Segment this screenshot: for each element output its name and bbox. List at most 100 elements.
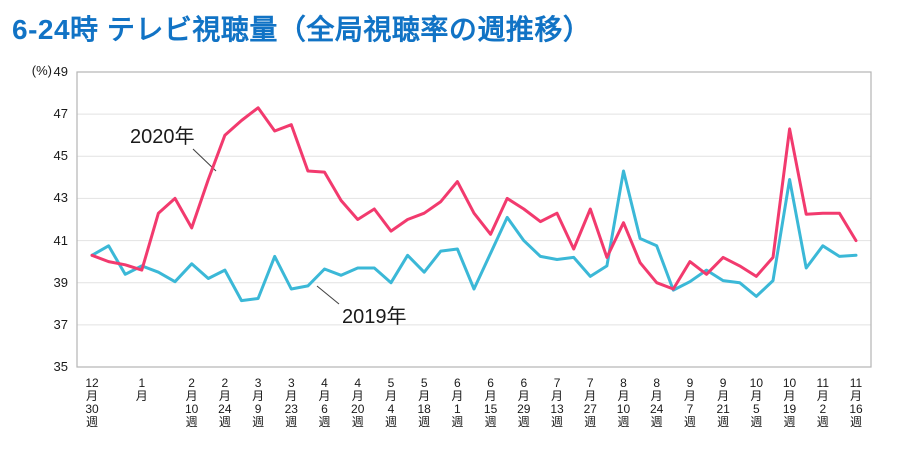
x-tick-label: 6 月 15 週: [476, 377, 506, 429]
x-tick-label-segment: 月: [617, 389, 630, 403]
x-tick-label-segment: 13: [550, 402, 564, 416]
x-tick-label-segment: 15: [483, 402, 498, 416]
x-tick-label-segment: 週: [750, 415, 763, 429]
x-tick-label-segment: 27: [583, 402, 597, 416]
x-tick-label-segment: 9: [719, 376, 727, 390]
x-tick-label-segment: 週: [683, 415, 696, 429]
x-tick-label-segment: 24: [218, 402, 232, 416]
x-tick-label: 9 月 21 週: [708, 377, 738, 429]
x-tick-label-segment: 10: [782, 376, 797, 390]
x-tick-label: 2 月 10 週: [177, 377, 207, 429]
x-tick-label-segment: 週: [816, 415, 829, 429]
x-tick-label: 2 月 24 週: [210, 377, 240, 429]
x-tick-label-segment: 12: [85, 376, 99, 390]
x-tick-label-segment: 月: [451, 389, 464, 403]
x-tick-label-segment: 週: [85, 415, 98, 429]
x-tick-label-segment: 4: [321, 376, 328, 390]
x-tick-label-segment: 月: [683, 389, 696, 403]
x-tick-label-segment: 週: [584, 415, 597, 429]
x-tick-label-segment: 20: [351, 402, 365, 416]
x-tick-label: 6 月 29 週: [509, 377, 539, 429]
x-tick-label-segment: 週: [218, 415, 231, 429]
y-tick-label: 39: [53, 274, 68, 290]
line-2019: [90, 169, 858, 303]
x-tick-label-segment: 7: [553, 376, 561, 390]
x-tick-label: 7 月 27 週: [575, 377, 605, 429]
x-tick-label-segment: 10: [749, 376, 764, 390]
x-tick-label: 5 月 18 週: [409, 377, 439, 429]
x-tick-label-segment: 週: [551, 415, 564, 429]
x-tick-label-segment: 月: [517, 389, 530, 403]
x-tick-label: 8 月 10 週: [608, 377, 638, 429]
x-tick-label-segment: 21: [716, 402, 730, 416]
x-tick-label-segment: 29: [517, 402, 531, 416]
x-tick-label-segment: 月: [750, 389, 763, 403]
x-tick-label-segment: 11: [816, 376, 830, 390]
x-tick-label-segment: 1: [454, 402, 461, 416]
x-tick-label-segment: 月: [351, 389, 364, 403]
series-label-2019: 2019年: [342, 306, 407, 328]
x-tick-label-segment: 5: [420, 376, 428, 390]
y-axis-unit-label: (%): [31, 63, 52, 78]
x-tick-label-segment: 月: [318, 389, 331, 403]
y-tick-label: 35: [53, 359, 68, 374]
x-tick-label-segment: 3: [254, 376, 262, 390]
x-tick-label-segment: 16: [849, 402, 863, 416]
x-tick-label-segment: 23: [284, 402, 298, 416]
series-label-2020: 2020年: [130, 126, 195, 148]
x-tick-label-segment: 週: [285, 415, 298, 429]
x-tick-label-segment: 6: [520, 376, 528, 390]
line-2020: [90, 106, 858, 291]
x-tick-label-segment: 月: [218, 389, 231, 403]
x-tick-label-segment: 2: [188, 376, 195, 390]
x-tick-label-segment: 週: [384, 415, 397, 429]
x-tick-label-segment: 月: [650, 389, 663, 403]
x-tick-label-segment: 5: [387, 376, 395, 390]
x-tick-label: 3 月 23 週: [276, 377, 306, 429]
x-tick-label-segment: 7: [686, 402, 694, 416]
x-tick-label-segment: 5: [753, 402, 760, 416]
x-tick-label-segment: 月: [584, 389, 597, 403]
x-tick-label-segment: 週: [783, 415, 796, 429]
x-tick-label-segment: 月: [285, 389, 298, 403]
x-tick-label-segment: 8: [653, 376, 661, 390]
x-tick-label-segment: 9: [686, 376, 694, 390]
x-tick-label-segment: 週: [318, 415, 331, 429]
x-tick-label-segment: 11: [849, 376, 863, 390]
x-tick-label-segment: 週: [849, 415, 862, 429]
y-tick-label: 45: [53, 148, 68, 164]
x-tick-label-segment: 週: [517, 415, 530, 429]
x-tick-label-segment: 月: [135, 389, 148, 403]
x-tick-label-segment: 週: [717, 415, 730, 429]
x-tick-label-segment: 19: [782, 402, 797, 416]
x-tick-label-segment: 月: [418, 389, 431, 403]
y-tick-label: 49: [53, 64, 68, 79]
x-tick-label-segment: 10: [184, 402, 199, 416]
x-tick-label-segment: 6: [454, 376, 461, 390]
x-tick-label-segment: 9: [254, 402, 262, 416]
x-tick-label-segment: 4: [354, 376, 362, 390]
x-tick-label-segment: 月: [85, 389, 98, 403]
y-tick-label: 41: [53, 232, 68, 248]
x-tick-label: 4 月 20 週: [343, 377, 373, 429]
x-tick-label-segment: 1: [138, 376, 146, 390]
callout-line-2019: [316, 285, 340, 305]
x-tick-label-segment: 10: [616, 402, 631, 416]
x-tick-label-segment: 週: [484, 415, 497, 429]
x-tick-label-segment: 18: [417, 402, 431, 416]
x-tick-label-segment: 週: [650, 415, 663, 429]
x-tick-label-segment: 週: [351, 415, 364, 429]
x-tick-label-segment: 月: [551, 389, 564, 403]
x-tick-label-segment: 月: [252, 389, 265, 403]
x-tick-label-segment: 週: [451, 415, 464, 429]
x-tick-label-segment: 24: [650, 402, 664, 416]
x-tick-label: 7 月 13 週: [542, 377, 572, 429]
